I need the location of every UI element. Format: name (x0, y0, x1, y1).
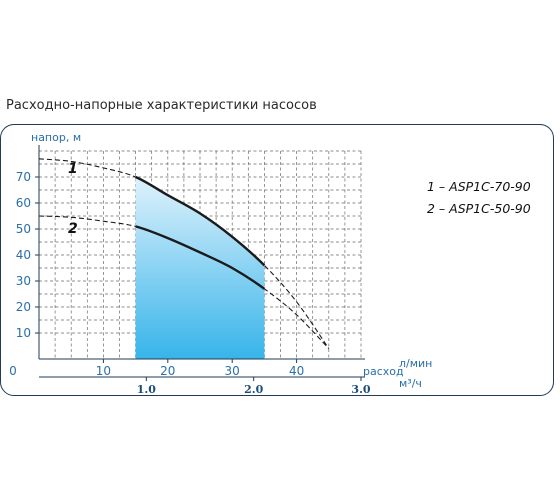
x-tick-label: 20 (160, 364, 175, 378)
y-tick-label: 50 (16, 222, 31, 236)
series-2-line (135, 225, 266, 290)
x-axis-unit-primary: л/мин (399, 357, 432, 370)
chart-title: Расходно-напорные характеристики насосов (6, 98, 317, 113)
series-2-label: 2 (68, 221, 78, 237)
chart-frame: 10 20 30 40 50 60 70 0 напор, м 10 20 30 40 1.0 2.0 3.0… (0, 124, 554, 396)
series-1-line (135, 175, 266, 267)
x-tick-label: 30 (225, 364, 240, 378)
y-tick-label: 10 (16, 326, 31, 340)
x-tick-label: 10 (96, 364, 111, 378)
series-2-dashed (38, 215, 330, 349)
x2-tick-label: 3.0 (351, 383, 370, 396)
series-1-label: 1 (68, 161, 78, 177)
y-tick-label: 70 (16, 170, 31, 184)
y-tick-label: 30 (16, 274, 31, 288)
y-axis-label: напор, м (31, 131, 81, 144)
labels: 10 20 30 40 50 60 70 0 напор, м 10 20 30 40 1.0 2.0 3.0… (9, 131, 432, 396)
x-axis-unit-secondary: м³/ч (399, 377, 422, 390)
working-range-area (135, 177, 265, 359)
origin-label: 0 (9, 364, 17, 378)
x2-tick-label: 1.0 (137, 383, 156, 396)
legend-entry-1: 1 – ASP1C-70-90 (427, 179, 531, 194)
legend-entry-2: 2 – ASP1C-50-90 (427, 201, 531, 216)
y-tick-label: 60 (16, 196, 31, 210)
x-axis-label: расход (363, 365, 404, 378)
x-tick-label: 40 (289, 364, 304, 378)
series (38, 158, 330, 349)
working-range-fill (135, 177, 265, 359)
axes (35, 145, 365, 381)
pump-curve-chart: 10 20 30 40 50 60 70 0 напор, м 10 20 30 40 1.0 2.0 3.0… (9, 131, 432, 396)
x2-tick-label: 2.0 (244, 383, 263, 396)
y-tick-label: 20 (16, 300, 31, 314)
y-tick-label: 40 (16, 248, 31, 262)
